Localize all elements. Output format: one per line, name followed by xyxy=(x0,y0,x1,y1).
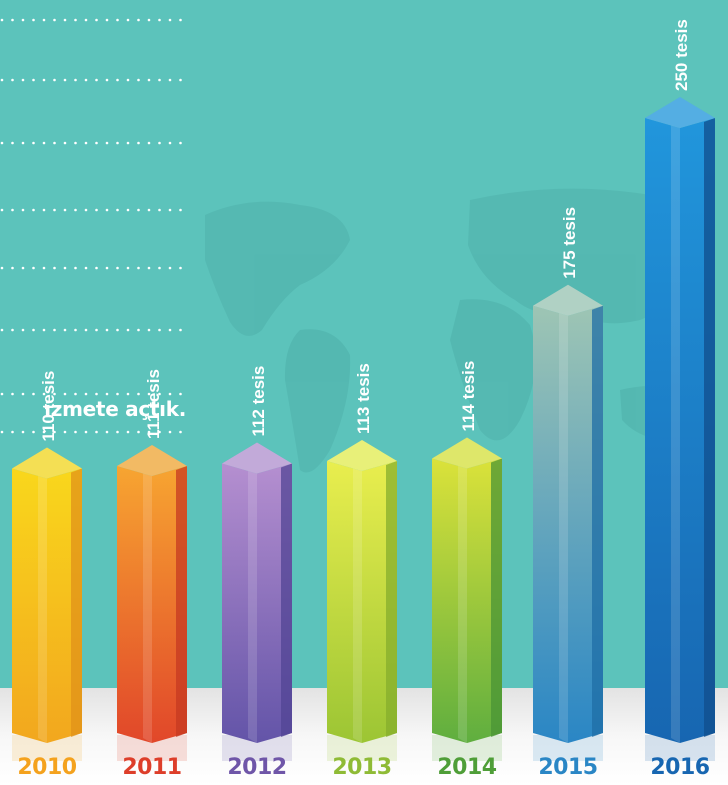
dotted-guide-lines xyxy=(0,18,188,434)
bar-top-shine xyxy=(222,442,292,474)
bar-2015 xyxy=(533,284,603,761)
bar-highlight xyxy=(353,467,362,743)
bar-top-shine xyxy=(432,437,502,469)
bar-top-shine xyxy=(327,440,397,472)
bar-top xyxy=(432,437,502,469)
bar-top xyxy=(533,284,603,316)
year-label: 2012 xyxy=(227,755,286,780)
bar-face xyxy=(12,468,82,743)
bar-side xyxy=(592,305,603,737)
bar-face xyxy=(432,458,502,743)
value-label: 175 tesis xyxy=(560,207,579,279)
bar-highlight xyxy=(458,464,467,743)
bar-side xyxy=(281,463,292,737)
year-label: 2013 xyxy=(332,755,391,780)
bar-highlight xyxy=(248,469,257,743)
bar-highlight xyxy=(559,311,568,743)
bar-face xyxy=(533,305,603,743)
year-label: 2011 xyxy=(122,755,181,780)
bar-highlight xyxy=(38,474,47,743)
year-label: 2015 xyxy=(538,755,597,780)
bar-highlight xyxy=(143,472,152,743)
year-label: 2016 xyxy=(650,755,709,780)
year-label: 2010 xyxy=(17,755,76,780)
bar-top-shine xyxy=(645,97,715,128)
bar-2010 xyxy=(12,447,82,761)
bar-highlight xyxy=(671,124,680,743)
bar-top xyxy=(12,447,82,479)
bar-face xyxy=(327,461,397,743)
bar-side xyxy=(71,468,82,737)
value-label: 250 tesis xyxy=(672,19,691,91)
bar-top xyxy=(327,440,397,472)
bar-2016 xyxy=(645,97,715,761)
bar-top xyxy=(222,442,292,474)
value-label: 111 tesis xyxy=(144,369,163,439)
bar-top xyxy=(117,445,187,477)
bar-2012 xyxy=(222,442,292,761)
bar-2014 xyxy=(432,437,502,761)
bar-side xyxy=(386,461,397,737)
caption-text: izmete açtık. xyxy=(44,397,186,421)
bar-face xyxy=(117,466,187,743)
bar-top-shine xyxy=(533,284,603,316)
bar-2013 xyxy=(327,440,397,761)
bar-side xyxy=(491,458,502,737)
bar-2011 xyxy=(117,445,187,761)
value-label: 112 tesis xyxy=(249,366,268,437)
bar-top-shine xyxy=(12,447,82,479)
bar-face xyxy=(645,118,715,743)
value-label: 114 tesis xyxy=(459,361,478,432)
value-label: 113 tesis xyxy=(354,363,373,434)
bar-side xyxy=(704,118,715,737)
bar-face xyxy=(222,463,292,743)
year-label: 2014 xyxy=(437,755,496,780)
bar-side xyxy=(176,466,187,737)
bar-top xyxy=(645,97,715,128)
bar-top-shine xyxy=(117,445,187,477)
value-label: 110 tesis xyxy=(39,371,58,442)
